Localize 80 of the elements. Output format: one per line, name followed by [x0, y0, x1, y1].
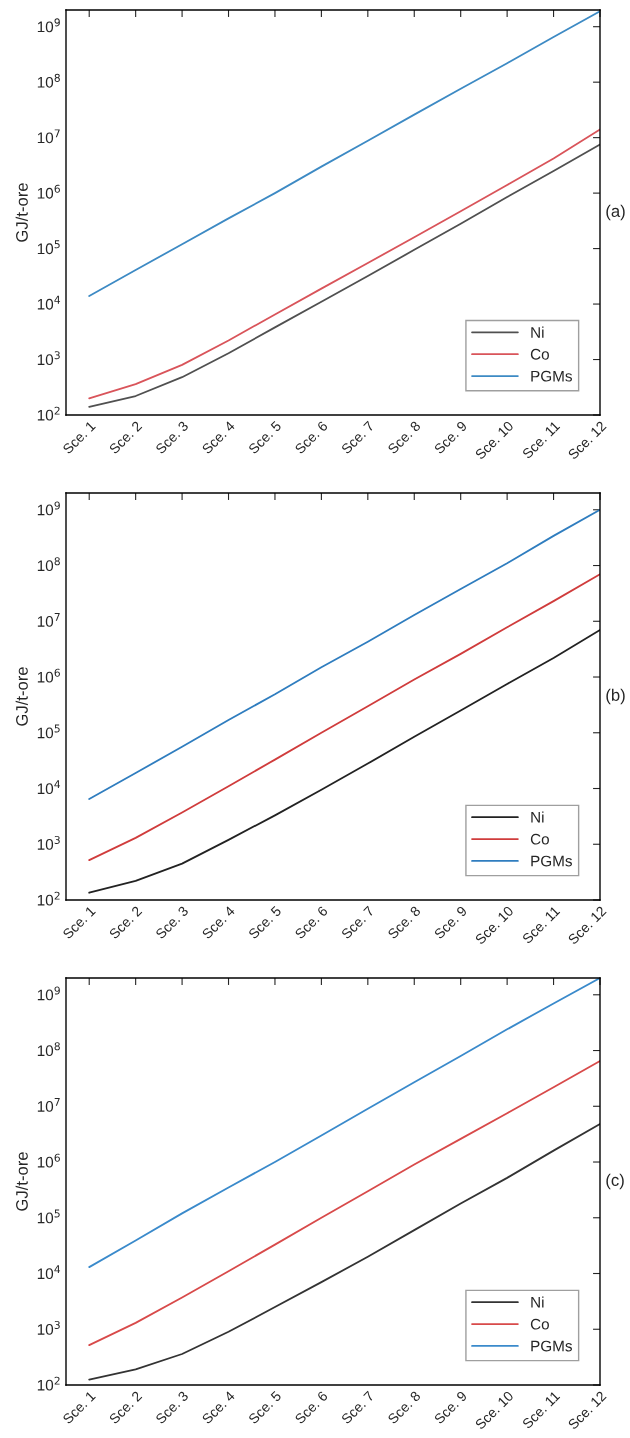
line-series: [88, 629, 600, 894]
x-tick-label: Sce. 5: [247, 1390, 282, 1425]
x-tick-label: Sce. 6: [294, 905, 329, 940]
x-tick-label: Sce. 6: [294, 1390, 329, 1425]
x-tick-label: Sce. 1: [62, 420, 96, 455]
text: (a): [606, 204, 625, 221]
y-tick-label: 10$^{6}$: [37, 668, 60, 683]
y-tick-label: 10$^{9}$: [37, 18, 60, 33]
x-tick-label: Sce. 3: [154, 905, 189, 940]
x-tick-label: Sce. 10: [474, 1390, 514, 1430]
legend-label: Co: [530, 833, 549, 845]
legend-label: Ni: [531, 1296, 544, 1308]
legend-label: PGMs: [531, 370, 572, 382]
x-tick-label: Sce. 7: [340, 1390, 375, 1425]
text: (b): [606, 688, 625, 705]
y-axis-title: GJ/t-ore: [15, 667, 28, 726]
legend-label: Ni: [531, 811, 544, 823]
y-tick-label: 10$^{8}$: [37, 557, 60, 572]
y-tick-label: 10$^{6}$: [37, 184, 60, 199]
x-tick-label: Sce. 8: [387, 420, 422, 455]
x-tick-label: Sce. 2: [108, 905, 143, 940]
y-tick-label: 10$^{5}$: [37, 724, 60, 739]
y-tick-label: 10$^{2}$: [37, 891, 60, 906]
y-axis-title: GJ/t-ore: [15, 1152, 28, 1211]
line-series: [88, 508, 600, 800]
y-tick-label: 10$^{4}$: [37, 1265, 61, 1280]
y-tick-label: 10$^{9}$: [37, 501, 60, 516]
y-tick-label: 10$^{3}$: [37, 351, 60, 366]
x-tick-label: Sce. 6: [294, 420, 329, 455]
legend-label: Co: [530, 1318, 549, 1330]
y-tick-label: 10$^{7}$: [37, 1098, 60, 1112]
legend-label: Co: [530, 348, 549, 360]
x-tick-label: Sce. 11: [521, 1390, 561, 1430]
x-tick-label: Sce. 11: [521, 905, 561, 945]
y-tick-label: 10$^{8}$: [37, 1042, 60, 1057]
x-tick-label: Sce. 9: [433, 905, 468, 940]
x-tick-label: Sce. 9: [433, 420, 468, 455]
x-tick-label: Sce. 11: [521, 420, 561, 460]
x-tick-label: Sce. 2: [108, 1390, 143, 1425]
x-tick-label: Sce. 7: [340, 420, 375, 455]
x-tick-label: Sce. 7: [340, 905, 375, 940]
x-tick-label: Sce. 10: [474, 905, 514, 945]
x-tick-label: Sce. 4: [201, 905, 236, 940]
y-tick-label: 10$^{3}$: [37, 1320, 60, 1335]
x-tick-label: Sce. 3: [154, 420, 189, 455]
x-tick-label: Sce. 4: [201, 1390, 236, 1425]
y-axis-title: GJ/t-ore: [15, 183, 28, 242]
legend-label: PGMs: [531, 855, 572, 867]
x-tick-label: Sce. 8: [387, 1390, 422, 1425]
x-tick-label: Sce. 12: [567, 420, 607, 460]
line-series: [88, 1123, 600, 1381]
text: (c): [606, 1173, 624, 1190]
x-tick-label: Sce. 4: [201, 420, 236, 455]
y-tick-label: 10$^{7}$: [37, 129, 60, 144]
y-tick-label: 10$^{2}$: [37, 406, 60, 421]
y-tick-label: 10$^{8}$: [37, 73, 60, 88]
y-tick-label: 10$^{9}$: [37, 986, 60, 1001]
x-tick-label: Sce. 10: [474, 420, 514, 460]
x-tick-label: Sce. 8: [387, 905, 422, 940]
legend-label: Ni: [531, 326, 544, 338]
line-series: [88, 10, 600, 297]
y-tick-label: 10$^{2}$: [37, 1376, 60, 1391]
line-series: [88, 978, 600, 1269]
legend-label: PGMs: [531, 1340, 572, 1352]
x-tick-label: Sce. 12: [567, 1390, 607, 1430]
y-tick-label: 10$^{3}$: [37, 835, 60, 850]
y-tick-label: 10$^{7}$: [37, 613, 60, 627]
x-tick-label: Sce. 3: [154, 1390, 189, 1425]
y-tick-label: 10$^{5}$: [37, 240, 60, 255]
x-tick-label: Sce. 9: [433, 1390, 468, 1425]
x-tick-label: Sce. 12: [567, 905, 607, 945]
x-tick-label: Sce. 5: [247, 420, 282, 455]
y-tick-label: 10$^{4}$: [37, 780, 61, 795]
y-tick-label: 10$^{5}$: [37, 1209, 60, 1224]
y-tick-label: 10$^{4}$: [37, 295, 61, 310]
y-tick-label: 10$^{6}$: [37, 1153, 60, 1168]
x-tick-label: Sce. 1: [62, 905, 96, 940]
x-tick-label: Sce. 5: [247, 905, 282, 940]
x-tick-label: Sce. 2: [108, 420, 143, 455]
x-tick-label: Sce. 1: [62, 1390, 96, 1425]
